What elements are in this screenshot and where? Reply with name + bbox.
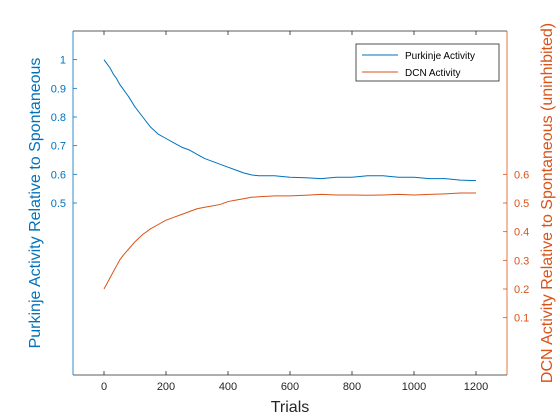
x-axis-title: Trials [271, 399, 310, 416]
legend-label-dcn: DCN Activity [405, 68, 461, 79]
series-line-dcn [103, 192, 476, 290]
y-tick-label-right: 0.1 [514, 313, 529, 325]
y-tick-label-left: 0.8 [51, 112, 66, 124]
legend: Purkinje Activity DCN Activity [355, 43, 500, 82]
y-tick-label-right: 0.2 [514, 284, 529, 296]
x-tick-label: 600 [281, 381, 299, 393]
x-tick-label: 800 [343, 381, 361, 393]
ticks-layer: 0 200 400 600 800 1000 1200 0.5 0.6 0.7 0.8 0.9 1 0.1… [51, 31, 529, 393]
y-tick-label-left: 0.9 [51, 83, 66, 95]
y-axis-title-right: DCN Activity Relative to Spontaneous (un… [539, 23, 556, 383]
legend-label-purkinje: Purkinje Activity [405, 51, 475, 62]
y-axis-title-left: Purkinje Activity Relative to Spontaneou… [27, 58, 44, 349]
series-line-purkinje [103, 59, 477, 182]
plot-area [73, 31, 507, 375]
y-tick-label-left: 0.6 [51, 169, 66, 181]
y-tick-label-right: 0.4 [514, 227, 529, 239]
y-tick-label-left: 1 [60, 55, 66, 67]
x-tick-label: 1000 [402, 381, 426, 393]
y-tick-label-left: 0.5 [51, 198, 66, 210]
x-tick-label: 200 [157, 381, 175, 393]
y-tick-label-right: 0.6 [514, 169, 529, 181]
y-tick-label-right: 0.3 [514, 255, 529, 267]
x-tick-label: 0 [101, 381, 107, 393]
y-tick-label-right: 0.5 [514, 198, 529, 210]
x-tick-label: 1200 [464, 381, 488, 393]
x-tick-label: 400 [219, 381, 237, 393]
series-layer [103, 59, 477, 290]
y-tick-label-left: 0.7 [51, 141, 66, 153]
legend-box [355, 43, 500, 82]
